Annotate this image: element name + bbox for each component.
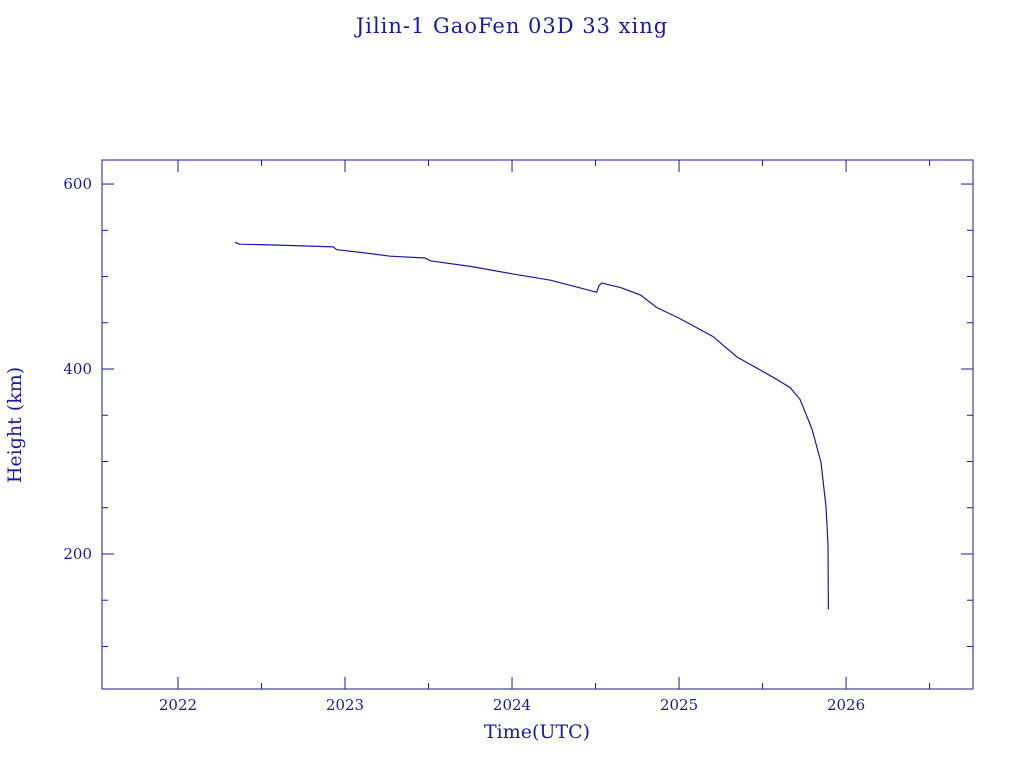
y-tick-label: 200 <box>63 545 92 563</box>
x-axis-label: Time(UTC) <box>484 721 590 743</box>
x-tick-label: 2026 <box>827 696 865 714</box>
y-axis-label: Height (km) <box>4 367 26 483</box>
plot-frame <box>101 159 974 690</box>
y-tick-label: 400 <box>63 360 92 378</box>
x-tick-label: 2022 <box>159 696 197 714</box>
y-tick-label: 600 <box>63 175 92 193</box>
x-tick-label: 2025 <box>660 696 698 714</box>
series-line <box>234 241 829 610</box>
axis-ticks <box>102 160 973 689</box>
y-tick-labels: 200 400 600 <box>63 175 92 563</box>
x-tick-label: 2024 <box>493 696 531 714</box>
x-tick-label: 2023 <box>326 696 364 714</box>
x-tick-labels: 2022 2023 2024 2025 2026 <box>159 696 865 714</box>
chart-title: Jilin-1 GaoFen 03D 33 xing <box>355 14 669 38</box>
